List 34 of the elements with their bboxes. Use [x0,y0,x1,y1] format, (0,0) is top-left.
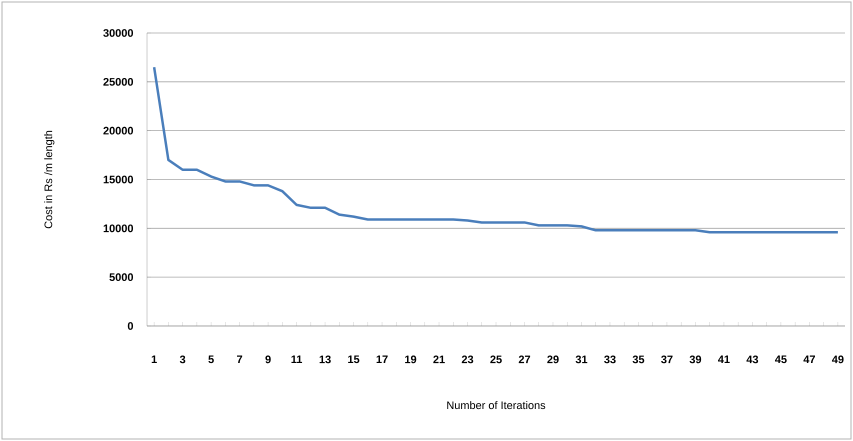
x-tick-label: 43 [746,356,758,364]
x-tick-label: 23 [462,356,474,364]
x-tick-label: 31 [576,356,588,364]
x-tick-label: 13 [320,356,331,364]
x-tick-label: 17 [376,356,388,364]
x-tick-label: 49 [832,356,844,364]
y-tick-label: 0 [128,322,134,330]
x-tick-label: 21 [433,356,445,364]
y-tick-label: 10000 [104,224,134,232]
x-tick-label: 11 [291,356,302,364]
y-tick-label: 15000 [104,176,134,184]
x-tick-label: 37 [661,356,673,364]
x-tick-label: 35 [632,356,644,364]
x-tick-label: 3 [180,356,186,364]
x-tick-label: 45 [774,356,787,364]
x-tick-label: 9 [265,356,271,364]
y-tick-label: 20000 [103,126,134,135]
x-tick-label: 33 [604,356,616,364]
x-tick-label: 19 [405,356,416,364]
x-tick-label: 29 [547,356,559,364]
x-tick-label: 15 [348,356,360,364]
y-axis-title: Cost in Rs /m length [44,130,54,228]
x-tick-label: 39 [690,356,702,364]
y-tick-label: 30000 [103,29,134,37]
x-tick-label: 41 [718,356,730,364]
y-tick-label: 5000 [109,273,134,282]
x-tick-label: 47 [803,356,815,364]
y-tick-label: 25000 [103,78,134,86]
x-tick-label: 27 [518,356,530,364]
x-tick-label: 25 [490,356,502,364]
x-tick-label: 1 [152,356,157,364]
x-tick-label: 7 [237,356,242,364]
x-tick-label: 5 [208,356,214,364]
x-axis-title: Number of Iterations [447,401,546,410]
